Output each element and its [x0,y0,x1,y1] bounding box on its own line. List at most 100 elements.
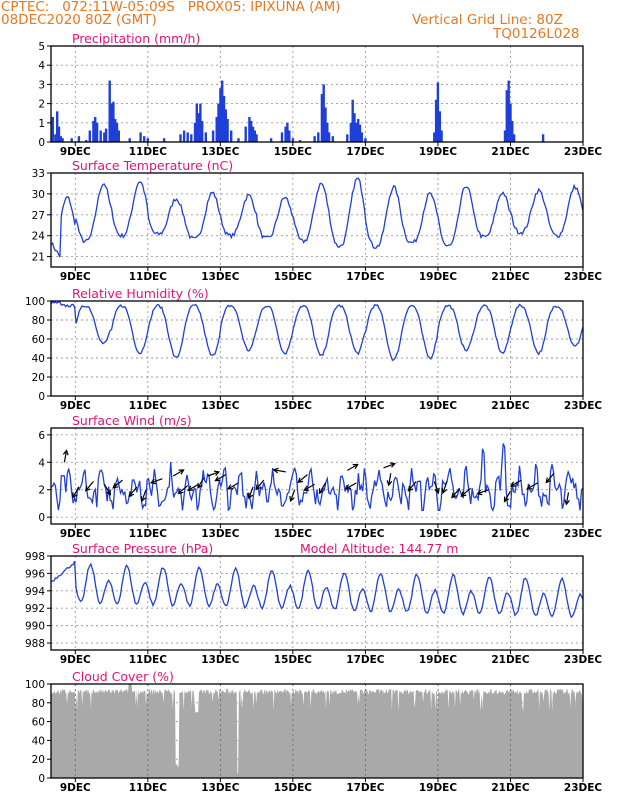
panel-title: Cloud Cover (%) [72,669,174,684]
precip-bar [70,138,73,142]
wind-arrow [318,482,327,495]
wind-arrow [451,487,461,499]
precip-bar [139,132,142,142]
wind-arrow-head [214,476,221,482]
wind-arrow-head [526,484,533,490]
x-tick-label: 21DEC [491,271,530,283]
y-tick-label: 0 [38,773,45,785]
wind-arrow-shaft [319,482,327,494]
wind-arrow-shaft [388,473,392,486]
x-tick-label: 13DEC [201,528,240,540]
x-tick-label: 15DEC [274,400,313,412]
wind-arrow [214,474,227,482]
y-tick-label: 21 [32,252,45,264]
precip-bar [327,132,331,142]
y-tick-label: 992 [25,603,45,615]
cloud-area [51,684,583,778]
wind-arrow-head [460,491,467,497]
panel-title: Surface Pressure (hPa) [72,541,213,556]
precip-bar [250,120,253,142]
wind-arrow-head [187,485,194,491]
y-tick-label: 3 [38,79,45,91]
x-tick-label: 19DEC [419,528,458,540]
panel-frame [50,427,584,525]
wind-arrow-shaft [141,489,147,502]
precip-bar [320,94,324,142]
wind-arrow [564,492,570,506]
wind-arrow-head [352,463,359,470]
x-tick-label: 15DEC [274,654,313,666]
precip-bar [438,111,441,142]
precip-bar [284,126,287,142]
precip-bar [351,99,354,142]
wind-arrow [272,467,286,474]
wind-arrow [344,482,357,490]
wind-arrow-head [247,493,253,500]
precip-bar [280,132,284,142]
wind-arrow-head [389,462,396,468]
precip-bar [222,95,226,142]
precip-bar [226,119,229,142]
precip-bar [95,122,99,142]
precip-bar [215,117,218,142]
precip-bar [217,103,220,142]
precip-bar [221,80,224,142]
wind-arrow-head [476,489,483,496]
model-altitude-label: Model Altitude: 144.77 m [300,541,458,556]
precip-bar [179,134,182,142]
wind-arrow-head [149,478,157,485]
x-tick-label: 9DEC [60,654,91,666]
wind-arrow-head [503,496,510,503]
wind-arrow-shaft [85,481,94,492]
wind-arrow-shaft [290,489,296,502]
wind-arrow [255,479,265,491]
precip-bar [230,130,233,142]
precip-bar [110,103,113,142]
series-line [51,560,583,619]
x-tick-label: 23DEC [564,271,603,283]
x-tick-label: 11DEC [129,146,168,158]
wind-arrow-shaft [346,463,358,472]
precip-bar [195,103,198,142]
x-tick-label: 19DEC [419,400,458,412]
panel-title: Surface Temperature (nC) [72,158,233,173]
precip-bar [108,80,111,142]
y-tick-label: 994 [25,586,45,598]
wind-arrow-shaft [273,469,286,473]
wind-arrow-shaft [150,478,163,484]
precip-bar [57,126,61,142]
precip-bar [197,113,200,142]
precip-bar [117,130,120,142]
wind-arrow-head [105,489,111,496]
wind-arrow [197,477,205,489]
wind-arrow-shaft [215,474,227,482]
y-tick-label: 2 [38,485,45,497]
series-line [51,301,583,362]
y-tick-label: 0 [38,512,45,524]
precip-bar [255,134,258,142]
wind-arrow-head [272,467,279,474]
precip-bar [317,132,320,142]
wind-arrow-head [451,492,457,499]
wind-arrow-head [197,482,203,489]
wind-arrow [149,478,163,485]
wind-arrow-shaft [128,486,138,497]
wind-arrow [172,469,185,477]
precip-bar [512,134,516,142]
panel-frame [50,172,584,268]
y-tick-label: 40 [32,735,45,747]
precip-bar [224,109,227,142]
wind-arrow [383,462,396,469]
wind-arrow-shaft [227,482,239,490]
wind-arrow [247,486,254,500]
wind-arrow [509,479,522,487]
y-tick-label: 998 [25,551,45,563]
precip-bar [358,124,362,142]
wind-arrow-head [213,470,221,476]
wind-arrow-head [564,499,570,506]
wind-arrow [545,472,555,484]
precip-bar [115,122,119,142]
precip-bar [85,140,88,142]
header-location: CPTEC: 072:11W-05:09S PROX05: IPIXUNA (A… [1,0,341,15]
precip-bar [56,111,59,142]
